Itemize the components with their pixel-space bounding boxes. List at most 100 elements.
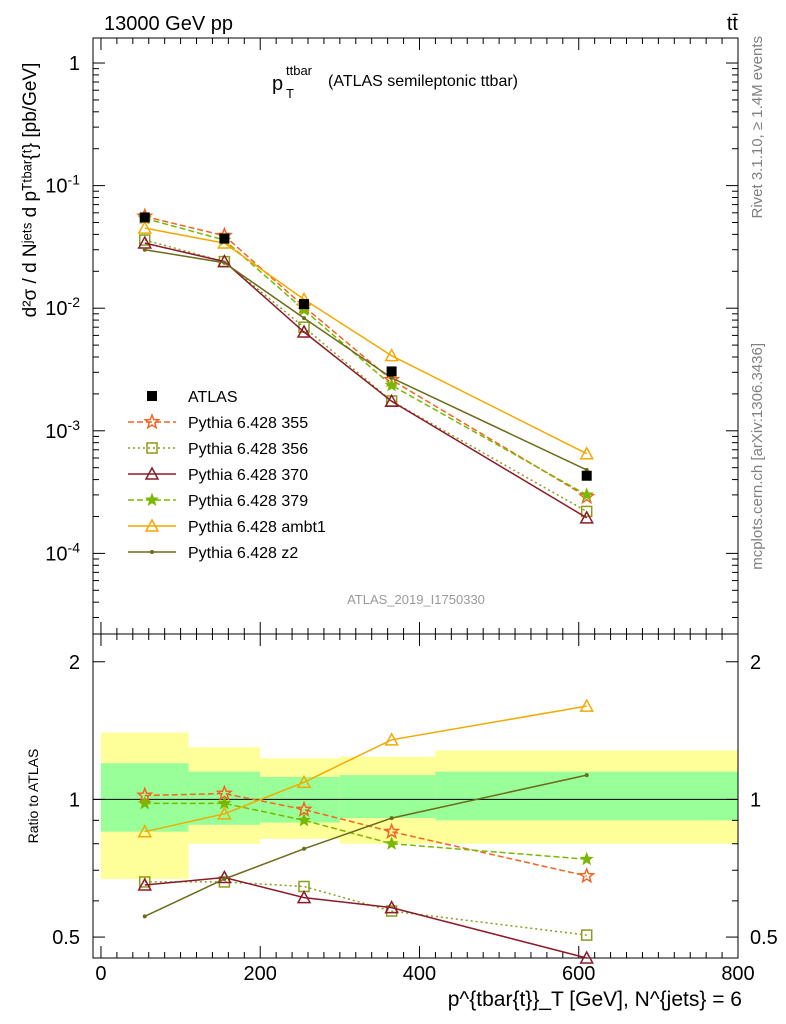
series-point: [139, 234, 151, 246]
series-point: [302, 316, 307, 321]
ratio-line: [144, 705, 587, 833]
series-point: [217, 254, 232, 268]
ratio-point: [217, 869, 232, 884]
title-rest: (ATLAS semileptonic ttbar): [328, 73, 518, 90]
series-group: [136, 207, 596, 964]
legend-label: ATLAS: [188, 389, 238, 406]
process-label: tt̄: [727, 13, 739, 35]
x-tick-label: 200: [244, 963, 277, 985]
series-point: [384, 377, 399, 392]
ratio-point: [142, 914, 147, 919]
legend: ATLAS Pythia 6.428 355 Pythia 6.428 356 Pyt…: [128, 389, 326, 562]
ratio-tick-label: 2: [750, 652, 761, 674]
ratio-point: [137, 824, 153, 838]
title-main: p: [272, 73, 283, 95]
ratio-point: [382, 822, 401, 840]
ratio-point: [297, 812, 311, 827]
data-point: [299, 299, 310, 310]
analysis-id: ATLAS_2019_I1750330: [347, 592, 485, 607]
legend-entry: Pythia 6.428 ambt1: [128, 518, 326, 536]
y-axis-label-top: d²σ / d Nʲᵉᵗˢ d pᵀᵗᵇᵃʳ{ᵗ} [pb/GeV]: [20, 63, 41, 318]
ratio-point: [222, 876, 227, 881]
data-point: [219, 233, 230, 244]
band-inner: [435, 771, 738, 821]
x-tick-label: 0: [95, 963, 106, 985]
series-point: [389, 375, 394, 380]
x-tick-label: 600: [562, 963, 595, 985]
plot-frames: [92, 37, 739, 959]
legend-label: Pythia 6.428 z2: [188, 545, 298, 562]
title-sub: T: [286, 86, 294, 101]
ratio-point: [580, 929, 593, 941]
ratio-tick-label: 0.5: [52, 927, 80, 949]
series-point: [579, 446, 594, 460]
series-point: [577, 487, 596, 505]
x-tick-label: 400: [403, 963, 436, 985]
ratio-line: [144, 881, 587, 936]
series-atlas: [139, 212, 592, 481]
legend-label: Pythia 6.428 370: [188, 467, 308, 484]
ratio-point: [295, 800, 313, 818]
ratio-point: [579, 950, 594, 964]
ratio-point: [137, 877, 153, 891]
legend-marker: [147, 391, 157, 401]
x-tick-label: 800: [721, 963, 754, 985]
legend-entry: Pythia 6.428 379: [128, 492, 308, 510]
ratio-point: [384, 836, 399, 850]
title-sup: ttbar: [286, 63, 313, 78]
y-tick-label: 10-2: [45, 294, 80, 320]
x-axis-label: p^{tbar{t}}_T [GeV], N^{jets} = 6: [448, 988, 742, 1011]
series-line: [144, 217, 588, 496]
ratio-tick-label: 0.5: [750, 927, 778, 949]
data-point: [386, 366, 397, 377]
axis-ticks: 0 200 400 600 800 1 10-1 10-2 10-3 10-4 0.5 0.5 1 1 2 2: [45, 38, 778, 985]
ratio-point: [389, 816, 394, 821]
ratio-point: [302, 846, 307, 851]
series-z2: [142, 247, 589, 919]
ratio-point: [384, 732, 399, 746]
legend-label: Pythia 6.428 355: [188, 415, 308, 432]
series-point: [579, 510, 594, 524]
ratio-point: [577, 866, 596, 884]
ratio-point: [296, 890, 312, 904]
legend-marker: [143, 412, 161, 430]
series-point: [579, 487, 594, 501]
ratio-point: [137, 796, 152, 810]
plot-title: p ttbar T (ATLAS semileptonic ttbar): [272, 63, 518, 101]
ratio-bands: [100, 732, 738, 879]
series-point: [296, 324, 312, 338]
series-point: [137, 220, 153, 234]
legend-entry: Pythia 6.428 z2: [128, 545, 298, 562]
legend-entry: Pythia 6.428 370: [128, 466, 308, 484]
ratio-point: [579, 851, 594, 866]
series-line: [144, 248, 588, 471]
ratio-line: [144, 802, 587, 860]
legend-entry: Pythia 6.428 356: [128, 441, 308, 458]
y-axis-label-bottom: Ratio to ATLAS: [25, 749, 41, 844]
energy-label: 13000 GeV pp: [104, 13, 233, 35]
series-point: [384, 348, 399, 362]
ratio-point: [579, 698, 594, 712]
series-line: [144, 242, 588, 519]
band-inner: [339, 775, 436, 819]
legend-marker: [145, 492, 159, 507]
y-tick-label: 10-3: [45, 417, 80, 443]
legend-marker: [144, 518, 160, 532]
ratio-point: [217, 806, 232, 820]
ratio-tick-label: 1: [750, 789, 761, 811]
ratio-point: [584, 773, 589, 778]
series-point: [580, 505, 593, 518]
legend-label: Pythia 6.428 379: [188, 493, 308, 510]
ratio-tick-label: 2: [69, 652, 80, 674]
ratio-line: [144, 792, 587, 877]
ratio-point: [384, 900, 399, 914]
legend-marker: [150, 550, 154, 554]
legend-entry-atlas: ATLAS: [147, 389, 238, 406]
series-line: [144, 215, 588, 498]
mcplots-label: mcplots.cern.ch [arXiv:1306.3436]: [749, 343, 766, 570]
ratio-point: [139, 876, 151, 888]
series-point: [137, 235, 153, 249]
ratio-tick-label: 1: [69, 789, 80, 811]
legend-label: Pythia 6.428 ambt1: [188, 519, 326, 536]
